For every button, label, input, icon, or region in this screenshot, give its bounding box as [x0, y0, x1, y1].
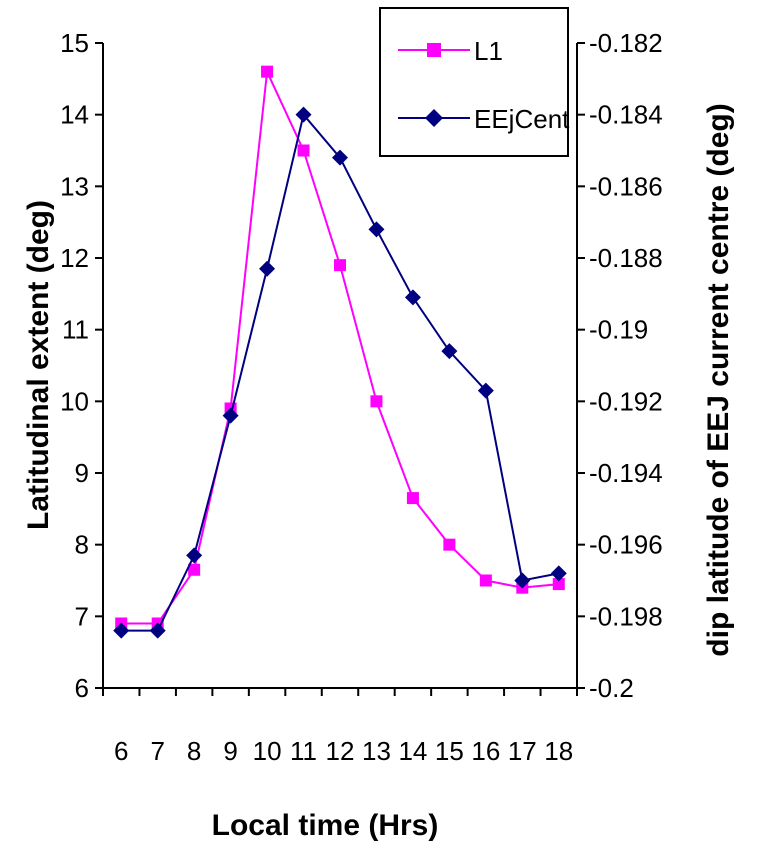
- data-point-eejcent: [368, 221, 385, 238]
- data-point-eejcent: [149, 622, 166, 639]
- data-point-l1: [443, 538, 456, 551]
- data-point-l1: [370, 395, 383, 408]
- data-point-eejcent: [186, 547, 203, 564]
- y-left-tick-label: 10: [60, 386, 89, 416]
- data-point-eejcent: [477, 382, 494, 399]
- x-tick-label: 10: [253, 736, 282, 766]
- y-axis-right-title: dip latitude of EEJ current centre (deg): [702, 103, 735, 656]
- legend-label-eejcent: EEjCent: [474, 104, 570, 134]
- legend-marker-eejcent: [425, 109, 443, 127]
- x-tick-label: 16: [471, 736, 500, 766]
- data-point-eejcent: [332, 149, 348, 166]
- series-line-eejcent: [121, 112, 559, 632]
- y-right-tick-label: -0.194: [589, 458, 663, 488]
- data-point-eejcent: [441, 343, 458, 360]
- axes: 6789101112131415-0.2-0.198-0.196-0.194-0…: [60, 28, 663, 766]
- legend-label-l1: L1: [474, 36, 503, 66]
- x-tick-label: 7: [150, 736, 164, 766]
- data-point-l1: [552, 578, 565, 591]
- x-tick-label: 8: [187, 736, 201, 766]
- y-right-tick-label: -0.196: [589, 530, 663, 560]
- y-axis-right-title-text: dip latitude of EEJ current centre (deg): [702, 103, 735, 656]
- x-axis-title: Local time (Hrs): [212, 809, 439, 842]
- data-point-l1: [334, 259, 346, 272]
- y-right-tick-label: -0.192: [589, 386, 663, 416]
- x-tick-label: 14: [398, 736, 427, 766]
- x-tick-label: 9: [223, 736, 237, 766]
- data-point-eejcent: [113, 622, 130, 639]
- x-tick-label: 13: [362, 736, 391, 766]
- x-tick-label: 12: [326, 736, 355, 766]
- y-left-tick-label: 13: [60, 171, 89, 201]
- y-right-tick-label: -0.182: [589, 28, 663, 58]
- data-point-l1: [479, 574, 492, 587]
- x-tick-label: 11: [290, 736, 317, 766]
- data-point-eejcent: [222, 407, 239, 424]
- y-right-tick-label: -0.188: [589, 243, 663, 273]
- y-right-tick-label: -0.19: [589, 315, 648, 345]
- data-point-eejcent: [259, 260, 276, 277]
- y-left-tick-label: 9: [75, 458, 89, 488]
- data-point-eejcent: [514, 572, 531, 589]
- y-left-tick-label: 15: [60, 28, 89, 58]
- x-tick-label: 17: [508, 736, 537, 766]
- data-point-eejcent: [295, 106, 312, 123]
- data-point-l1: [297, 144, 310, 157]
- y-left-tick-label: 8: [75, 530, 89, 560]
- data-point-eejcent: [550, 565, 567, 582]
- x-tick-label: 15: [435, 736, 464, 766]
- y-right-tick-label: -0.186: [589, 171, 663, 201]
- y-axis-left-title: Latitudinal extent (deg): [22, 200, 55, 530]
- y-left-tick-label: 14: [60, 100, 89, 130]
- series-layer: [113, 65, 567, 639]
- y-left-tick-label: 11: [62, 315, 89, 345]
- legend-box: [379, 7, 569, 157]
- legend-marker-l1: [427, 43, 441, 57]
- data-point-l1: [406, 492, 419, 505]
- y-right-tick-label: -0.184: [589, 100, 663, 130]
- y-right-tick-label: -0.198: [589, 601, 663, 631]
- x-tick-label: 18: [544, 736, 573, 766]
- legend: L1 EEjCent: [379, 7, 570, 157]
- y-left-tick-label: 7: [75, 601, 89, 631]
- y-left-tick-label: 6: [75, 673, 89, 703]
- y-left-tick-label: 12: [60, 243, 89, 273]
- data-point-eejcent: [404, 289, 421, 306]
- data-point-l1: [261, 65, 274, 78]
- data-point-l1: [188, 563, 201, 576]
- y-right-tick-label: -0.2: [589, 673, 634, 703]
- x-tick-label: 6: [114, 736, 128, 766]
